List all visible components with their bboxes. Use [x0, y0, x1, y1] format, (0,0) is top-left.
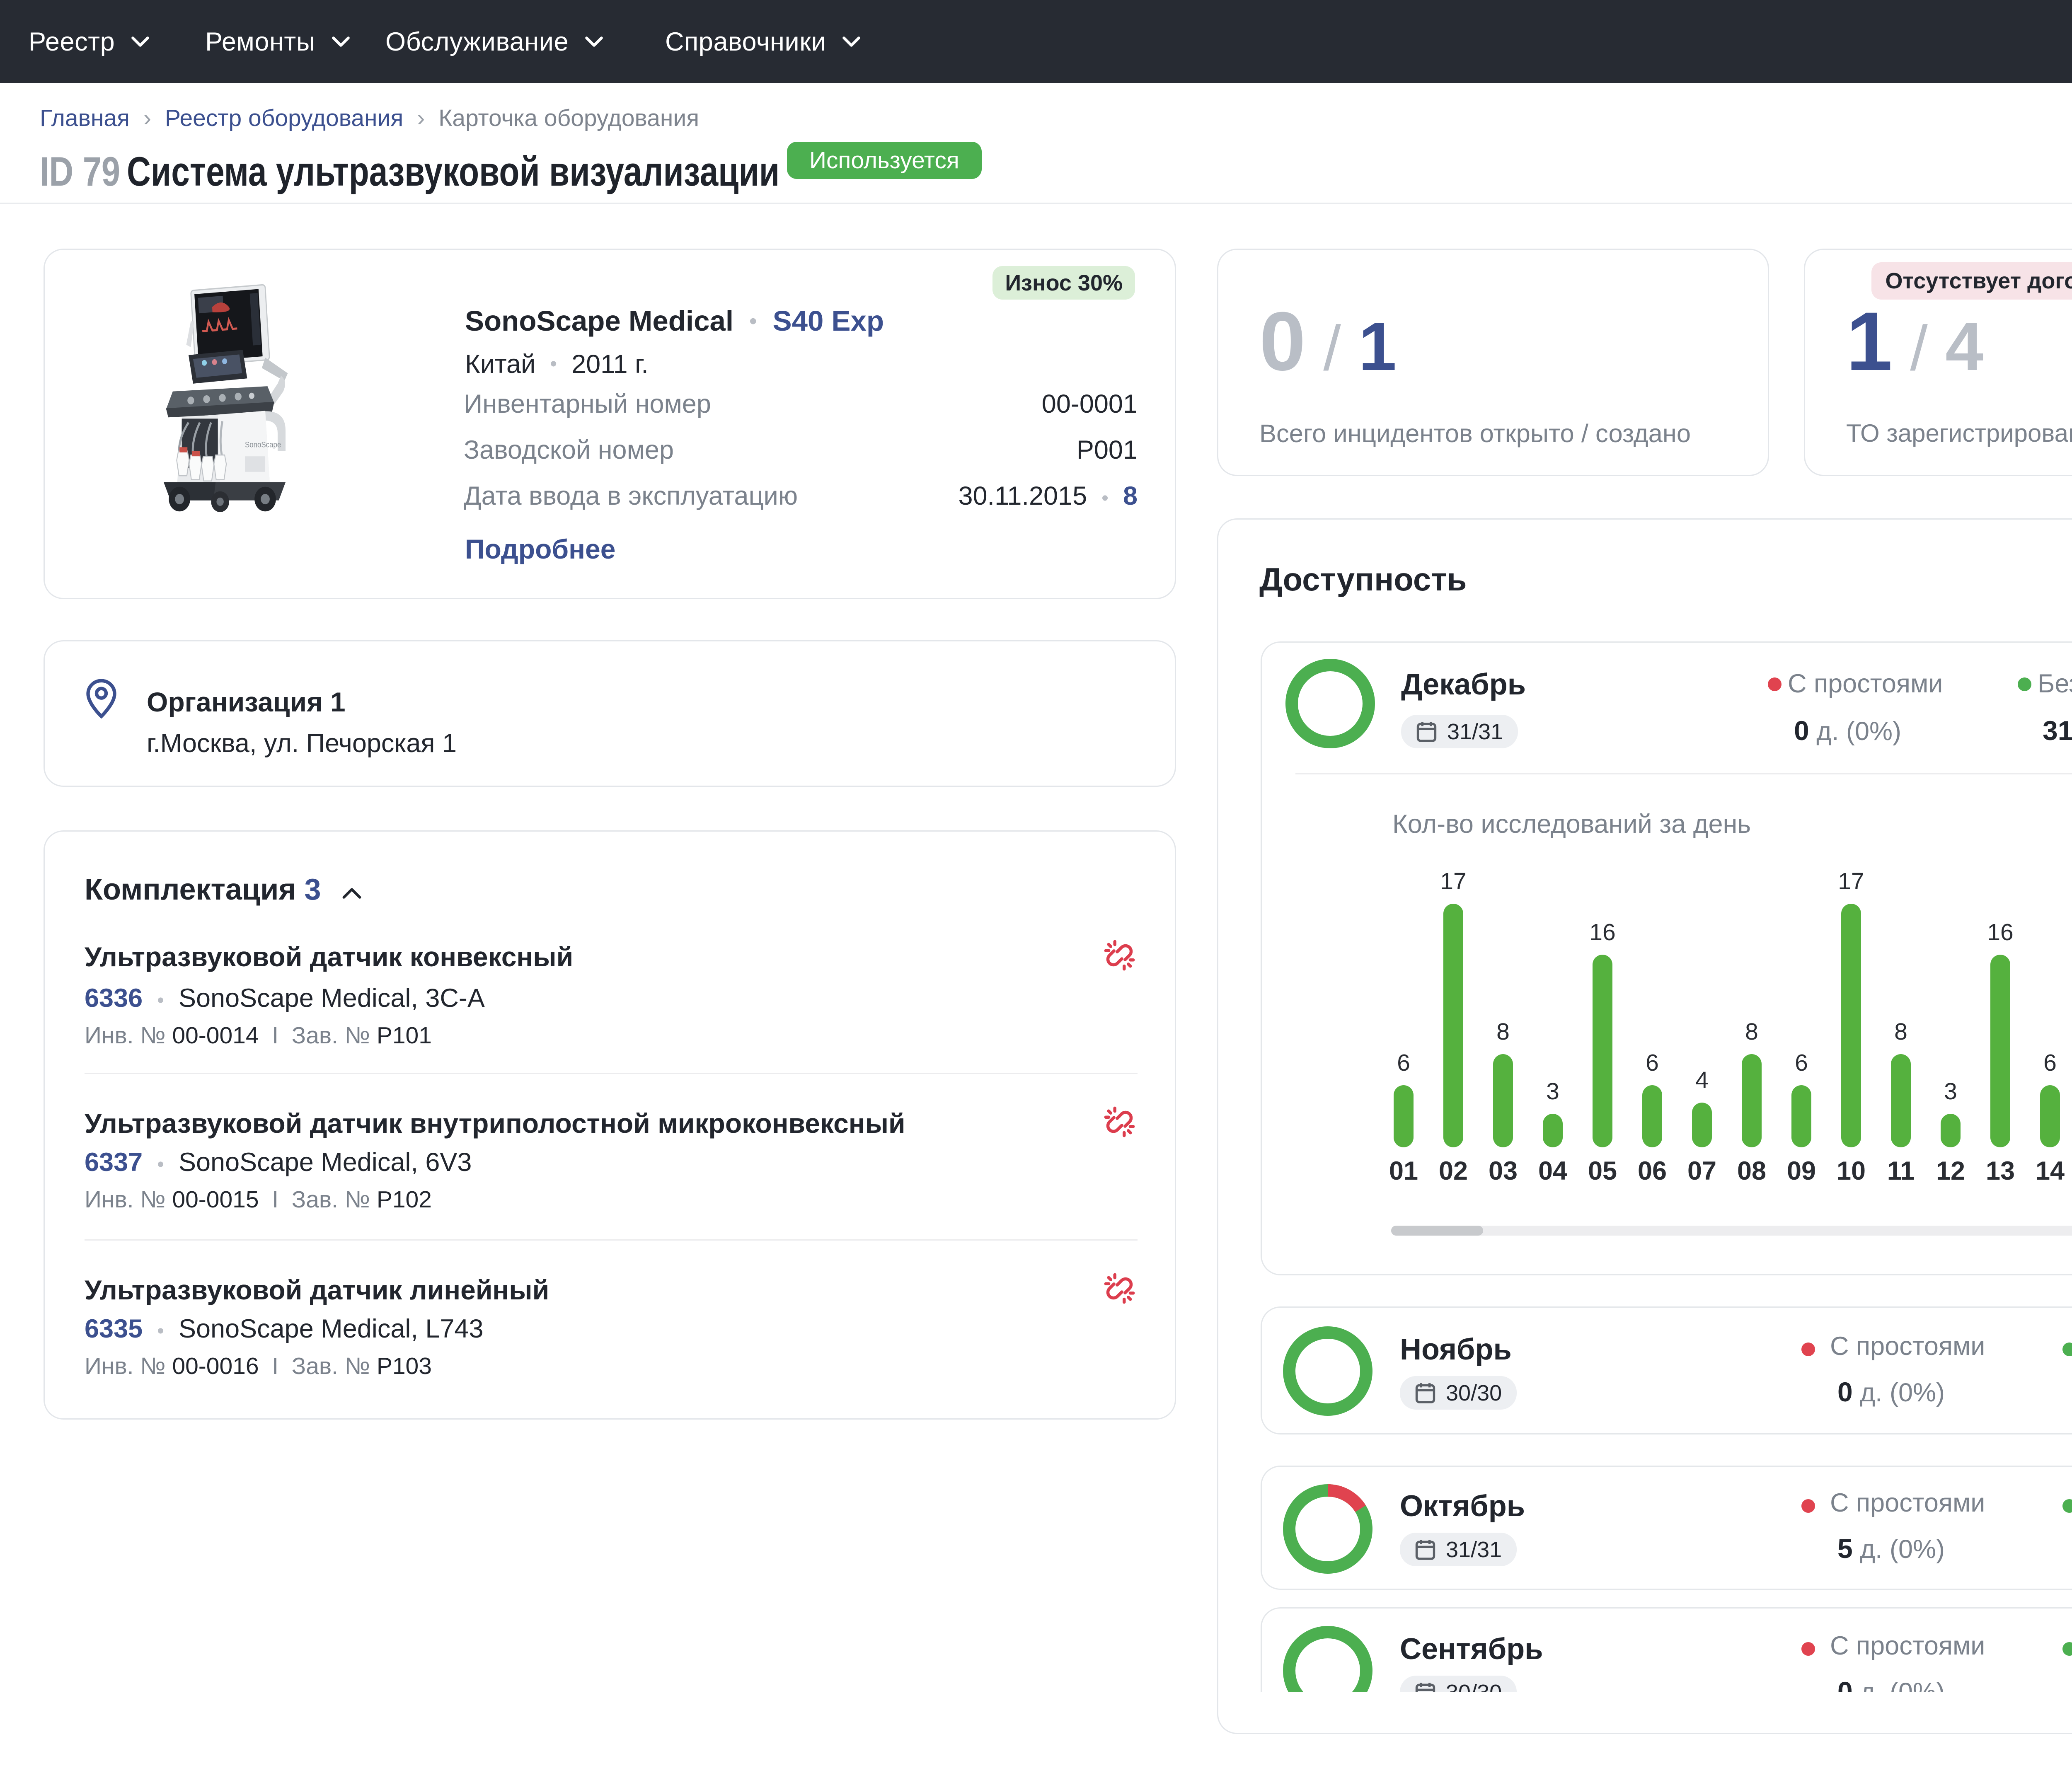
- svg-text:SonoScape: SonoScape: [245, 440, 281, 449]
